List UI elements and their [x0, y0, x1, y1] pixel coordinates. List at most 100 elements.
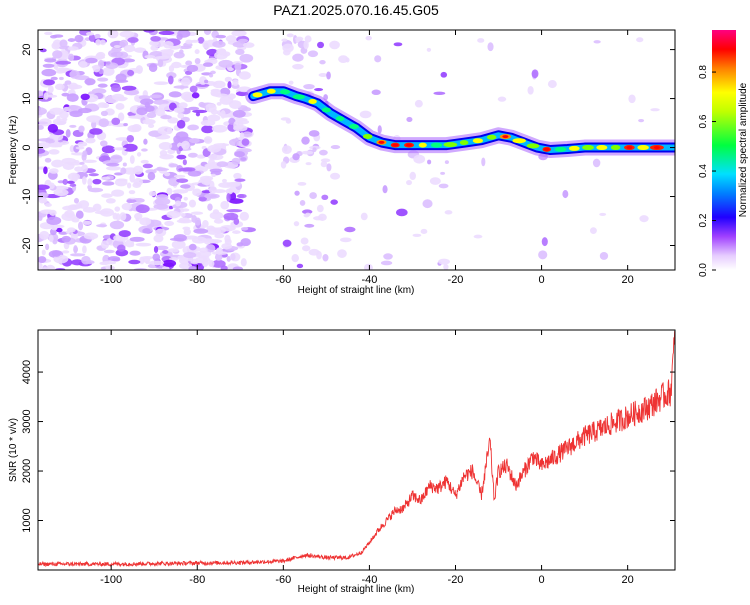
ridge-peak [378, 140, 385, 144]
noise-blob [413, 154, 426, 164]
noise-blob [178, 217, 190, 223]
noise-blob [321, 194, 329, 201]
noise-blob [166, 187, 173, 195]
noise-blob [227, 81, 232, 89]
noise-blob [177, 112, 185, 119]
noise-blob [201, 179, 212, 185]
noise-blob [473, 234, 483, 239]
noise-blob [239, 53, 254, 63]
noise-blob [304, 223, 315, 228]
noise-blob [305, 162, 312, 166]
noise-blob [91, 88, 107, 95]
noise-blob [100, 240, 110, 249]
noise-blob [303, 40, 309, 50]
noise-blob [92, 178, 102, 185]
noise-blob [139, 217, 152, 226]
noise-blob [238, 121, 244, 130]
colorbar-tick-label: 0.2 [698, 213, 709, 227]
noise-blob [73, 197, 80, 204]
noise-blob [240, 227, 249, 231]
noise-blob [180, 212, 186, 217]
noise-blob [169, 257, 179, 261]
ridge-hotspot [252, 92, 263, 98]
noise-blob [143, 30, 155, 33]
noise-blob [127, 37, 139, 43]
noise-blob [38, 138, 54, 142]
noise-blob [232, 266, 243, 270]
noise-blob [229, 100, 242, 109]
noise-blob [141, 148, 148, 152]
noise-blob [212, 40, 226, 48]
noise-blob [393, 42, 403, 47]
noise-blob [44, 157, 52, 163]
noise-blob [127, 69, 135, 77]
noise-blob [213, 227, 226, 234]
noise-blob [599, 251, 609, 260]
noise-blob [105, 162, 120, 167]
noise-blob [162, 250, 169, 254]
noise-blob [74, 166, 84, 172]
noise-blob [240, 238, 251, 247]
noise-blob [101, 145, 116, 154]
noise-blob [52, 50, 63, 59]
noise-blob [171, 61, 182, 69]
noise-blob [187, 106, 200, 111]
noise-blob [190, 211, 204, 215]
noise-blob [164, 172, 171, 177]
ridge-hotspot [554, 146, 567, 152]
ridge-peak [653, 146, 660, 150]
noise-blob [589, 227, 597, 235]
noise-blob [173, 85, 189, 89]
noise-blob [229, 252, 241, 262]
noise-blob [198, 196, 207, 202]
noise-blob [177, 30, 191, 38]
noise-blob [183, 196, 188, 201]
noise-blob [69, 70, 80, 79]
noise-blob [129, 236, 145, 242]
noise-blob [97, 102, 108, 108]
noise-blob [41, 68, 57, 77]
noise-blob [95, 39, 102, 46]
noise-blob [108, 49, 122, 58]
noise-blob [562, 190, 569, 199]
noise-blob [82, 245, 87, 254]
ridge-peak [406, 143, 413, 147]
noise-blob [85, 137, 96, 144]
noise-blob [134, 94, 141, 102]
noise-blob [119, 30, 135, 38]
noise-blob [215, 247, 223, 255]
noise-blob [239, 132, 245, 139]
noise-blob [175, 200, 182, 207]
noise-blob [59, 110, 69, 119]
noise-blob [119, 212, 127, 221]
noise-blob [319, 59, 326, 65]
noise-blob [396, 208, 408, 217]
noise-blob [117, 112, 125, 122]
figure-title: PAZ1.2025.070.16.45.G05 [273, 2, 439, 18]
noise-blob [547, 80, 557, 89]
ridge-hotspot [348, 123, 359, 129]
noise-blob [202, 220, 209, 228]
noise-blob [438, 258, 450, 265]
noise-blob [207, 144, 222, 153]
noise-blob [188, 265, 198, 270]
noise-blob [291, 254, 299, 263]
noise-blob [103, 249, 115, 254]
noise-blob [69, 183, 77, 187]
noise-blob [135, 204, 150, 214]
noise-blob [194, 49, 200, 55]
noise-blob [292, 53, 304, 62]
noise-blob [216, 48, 227, 55]
noise-blob [146, 112, 157, 119]
noise-blob [166, 210, 181, 219]
noise-blob [105, 61, 111, 65]
x-tick-label: -80 [189, 274, 205, 286]
noise-blob [96, 224, 108, 228]
noise-blob [322, 254, 329, 262]
ridge-hotspot [637, 145, 649, 151]
noise-blob [188, 137, 200, 144]
noise-blob [40, 197, 48, 203]
noise-blob [114, 172, 124, 176]
noise-blob [78, 125, 85, 133]
noise-blob [209, 211, 224, 220]
